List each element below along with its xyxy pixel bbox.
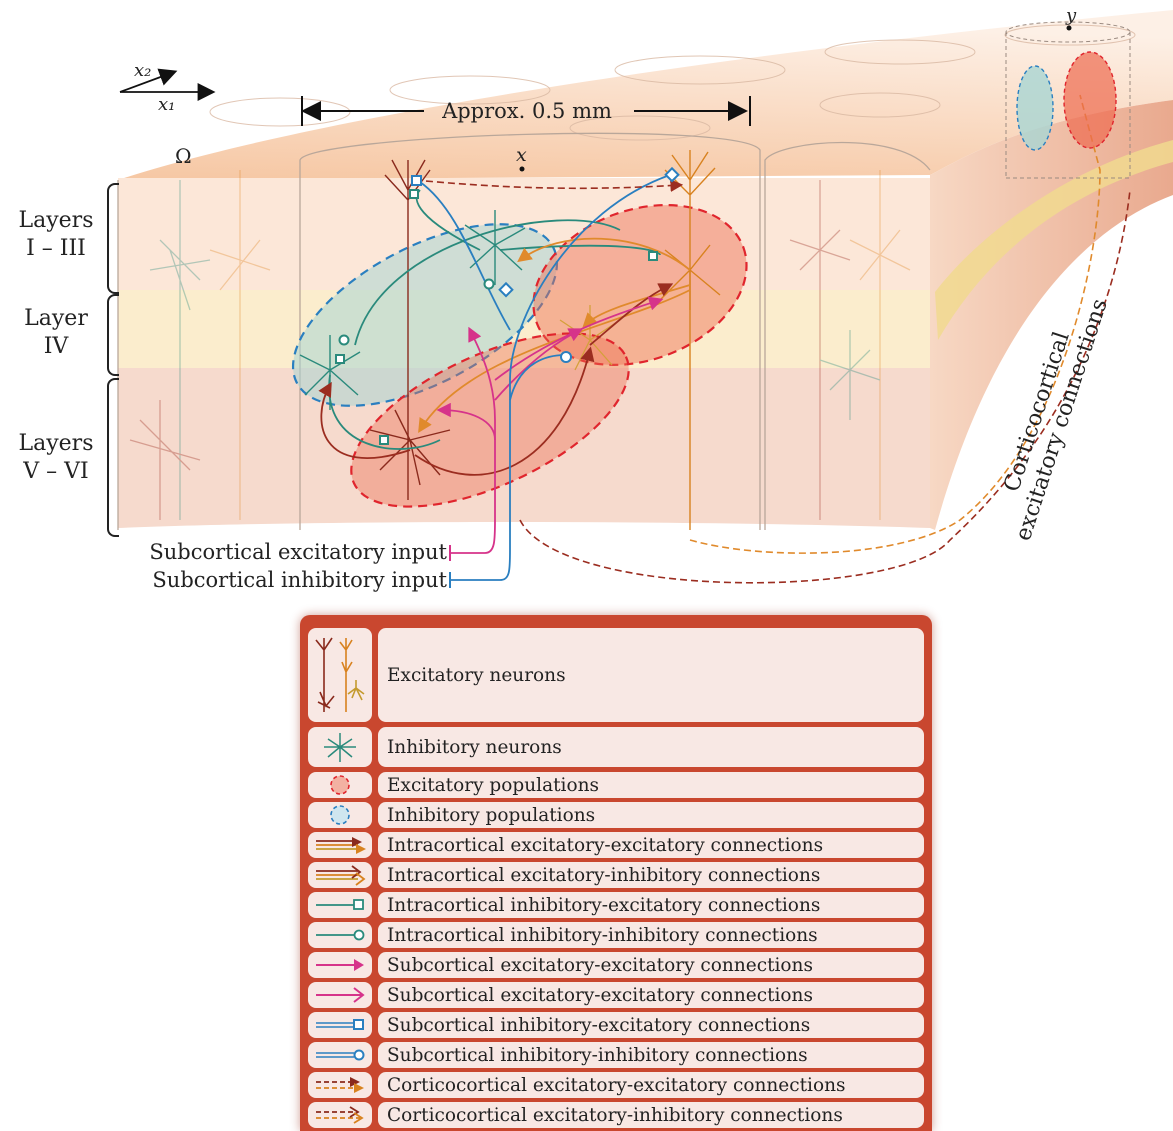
legend-row: Excitatory neurons <box>308 628 924 722</box>
excitatory-population-red-lower <box>350 332 630 508</box>
pyramidal-neuron-orange <box>659 150 721 530</box>
legend-row: Intracortical excitatory-inhibitory conn… <box>308 862 924 888</box>
scale-bar <box>301 96 751 126</box>
legend-row: Inhibitory populations <box>308 802 924 828</box>
legend-row: Subcortical inhibitory-excitatory connec… <box>308 1012 924 1038</box>
sub-ei-arrow-icon <box>308 982 372 1008</box>
excitatory-population-icon <box>308 772 372 798</box>
excitatory-neurons-icon <box>308 628 372 722</box>
ei-arrow-icon <box>308 862 372 888</box>
axis-x2-label: x₂ <box>134 60 151 81</box>
legend-label: Intracortical excitatory-inhibitory conn… <box>378 862 924 888</box>
legend-label: Corticocortical excitatory-inhibitory co… <box>378 1102 924 1128</box>
cc-ei-arrow-icon <box>308 1102 372 1128</box>
legend-label: Excitatory populations <box>378 772 924 798</box>
legend-label: Subcortical excitatory-excitatory connec… <box>378 982 924 1008</box>
sub-ee-arrow-icon <box>308 952 372 978</box>
legend-label: Intracortical inhibitory-excitatory conn… <box>378 892 924 918</box>
layers-v-vi-label: Layers V – VI <box>18 431 94 484</box>
legend-row: Subcortical excitatory-excitatory connec… <box>308 952 924 978</box>
inhibitory-population-icon <box>308 802 372 828</box>
legend-row: Subcortical inhibitory-inhibitory connec… <box>308 1042 924 1068</box>
coordinate-axes <box>119 68 216 101</box>
layers-i-iii-label: Layers I – III <box>18 208 94 261</box>
inhibitory-neuron-icon <box>308 727 372 767</box>
scale-label: Approx. 0.5 mm <box>441 99 612 123</box>
layers-v-vi-band <box>118 368 930 528</box>
legend-label: Subcortical inhibitory-inhibitory connec… <box>378 1042 924 1068</box>
distant-excitatory-population <box>1063 51 1117 149</box>
layers-i-iii-bracket <box>107 183 119 294</box>
legend-row: Intracortical excitatory-excitatory conn… <box>308 832 924 858</box>
layers-v-vi-bracket <box>107 378 119 537</box>
subcortical-inhibitory-input-label: Subcortical inhibitory input <box>152 568 447 592</box>
distant-inhibitory-population <box>1016 65 1054 151</box>
ii-circle-icon <box>308 922 372 948</box>
legend-row: Intracortical inhibitory-inhibitory conn… <box>308 922 924 948</box>
axis-x1-label: x₁ <box>158 94 175 115</box>
sub-ii-circle-icon <box>308 1042 372 1068</box>
legend-label: Corticocortical excitatory-excitatory co… <box>378 1072 924 1098</box>
ee-arrow-icon <box>308 832 372 858</box>
legend-label: Inhibitory populations <box>378 802 924 828</box>
legend-row: Intracortical inhibitory-excitatory conn… <box>308 892 924 918</box>
domain-symbol: Ω <box>175 144 192 168</box>
layer-iv-label: Layer IV <box>24 306 88 359</box>
cortex-top-surface <box>118 10 1173 180</box>
point-y-label: y <box>1065 5 1077 26</box>
cortex-side-face <box>930 100 1173 530</box>
legend-row: Subcortical excitatory-excitatory connec… <box>308 982 924 1008</box>
legend-row: Excitatory populations <box>308 772 924 798</box>
legend-label: Inhibitory neurons <box>378 727 924 767</box>
distant-column <box>1005 21 1131 179</box>
legend-row: Corticocortical excitatory-inhibitory co… <box>308 1102 924 1128</box>
ie-square-icon <box>308 892 372 918</box>
subcortical-excitatory-input-label: Subcortical excitatory input <box>149 540 447 564</box>
legend-row: Inhibitory neurons <box>308 727 924 767</box>
legend-label: Subcortical excitatory-excitatory connec… <box>378 952 924 978</box>
layer-iv-bracket <box>107 294 119 376</box>
point-x-label: x <box>516 144 527 166</box>
legend-label: Intracortical inhibitory-inhibitory conn… <box>378 922 924 948</box>
legend-label: Subcortical inhibitory-excitatory connec… <box>378 1012 924 1038</box>
sub-ie-square-icon <box>308 1012 372 1038</box>
legend-label: Excitatory neurons <box>378 628 924 722</box>
cortex-diagram: Approx. 0.5 mm x₂ x₁ Ω x y <box>117 5 1173 588</box>
legend-row: Corticocortical excitatory-excitatory co… <box>308 1072 924 1098</box>
cc-ee-arrow-icon <box>308 1072 372 1098</box>
legend: Excitatory neurons Inhibitory neurons Ex… <box>300 615 932 1131</box>
legend-label: Intracortical excitatory-excitatory conn… <box>378 832 924 858</box>
